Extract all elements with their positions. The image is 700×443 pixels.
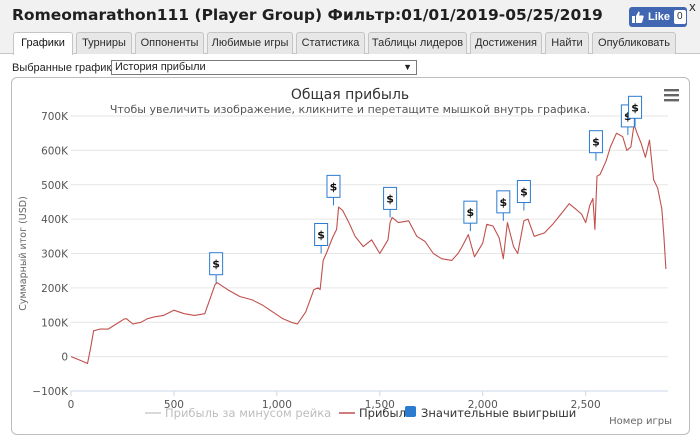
tab-achievements[interactable]: Достижения bbox=[470, 32, 542, 54]
chart-title: Общая прибыль bbox=[291, 87, 409, 103]
y-tick-label: 600K bbox=[41, 145, 69, 157]
big-win-symbol: $ bbox=[317, 229, 325, 242]
chart-subtitle: Чтобы увеличить изображение, кликните и … bbox=[110, 103, 590, 116]
x-tick-label: 2,500 bbox=[571, 399, 601, 411]
facebook-like-button[interactable]: Like 0 bbox=[629, 7, 687, 27]
tab-publish[interactable]: Опубликовать bbox=[592, 32, 676, 54]
big-win-symbol: $ bbox=[212, 258, 220, 271]
y-tick-label: 200K bbox=[41, 283, 69, 295]
big-win-marker[interactable]: $ bbox=[463, 200, 478, 232]
big-win-symbol: $ bbox=[631, 101, 639, 114]
big-win-marker[interactable]: $ bbox=[209, 252, 224, 283]
legend-profit-label[interactable]: Прибыль bbox=[359, 406, 413, 420]
tab-leaderboards[interactable]: Таблицы лидеров bbox=[368, 32, 467, 54]
tab-bar: Графики Турниры Оппоненты Любимые игры С… bbox=[0, 30, 700, 55]
tab-favorite-games[interactable]: Любимые игры bbox=[207, 32, 293, 54]
y-tick-label: 700K bbox=[41, 111, 69, 123]
like-label: Like bbox=[648, 11, 671, 23]
big-win-symbol: $ bbox=[499, 196, 507, 209]
tab-opponents[interactable]: Оппоненты bbox=[135, 32, 204, 54]
big-win-marker[interactable]: $ bbox=[314, 223, 329, 254]
x-tick-label: 1,500 bbox=[365, 399, 395, 411]
big-win-symbol: $ bbox=[467, 206, 475, 219]
title-bar: Romeomarathon111 (Player Group) Фильтр:0… bbox=[0, 0, 700, 30]
big-win-marker[interactable]: $ bbox=[496, 190, 511, 221]
close-icon[interactable]: x bbox=[688, 0, 696, 14]
chart-selector-dropdown[interactable]: История прибыли ▼ bbox=[111, 60, 417, 75]
big-win-symbol: $ bbox=[592, 136, 600, 149]
x-tick-label: 1,000 bbox=[262, 399, 292, 411]
window-title: Romeomarathon111 (Player Group) Фильтр:0… bbox=[12, 6, 603, 24]
chart-selector-value: История прибыли bbox=[115, 61, 206, 73]
big-win-marker[interactable]: $ bbox=[588, 130, 603, 161]
x-tick-label: 0 bbox=[68, 399, 75, 411]
x-tick-label: 2,000 bbox=[468, 399, 498, 411]
tab-find[interactable]: Найти bbox=[545, 32, 589, 54]
x-tick-label: 500 bbox=[164, 399, 184, 411]
y-tick-label: −100K bbox=[32, 386, 69, 398]
big-win-marker[interactable]: $ bbox=[326, 174, 341, 206]
legend-rake-label[interactable]: Прибыль за минусом рейка bbox=[165, 406, 331, 420]
tab-tournaments[interactable]: Турниры bbox=[76, 32, 132, 54]
legend-big-wins-label[interactable]: Значительные выигрыши bbox=[421, 406, 576, 420]
tab-charts[interactable]: Графики bbox=[13, 32, 73, 55]
big-win-symbol: $ bbox=[624, 110, 632, 123]
like-count: 0 bbox=[674, 10, 686, 24]
y-axis-title: Суммарный итог (USD) bbox=[18, 196, 29, 311]
big-win-marker[interactable]: $ bbox=[516, 180, 531, 211]
big-win-symbol: $ bbox=[520, 186, 528, 199]
y-tick-label: 400K bbox=[41, 214, 69, 226]
dropdown-arrow-icon: ▼ bbox=[403, 62, 412, 72]
legend-big-wins-swatch[interactable] bbox=[405, 406, 416, 417]
y-tick-label: 0 bbox=[61, 352, 68, 364]
hamburger-icon[interactable] bbox=[664, 89, 679, 102]
big-win-marker[interactable]: $ bbox=[628, 95, 643, 127]
y-tick-label: 100K bbox=[41, 317, 69, 329]
y-tick-label: 500K bbox=[41, 180, 69, 192]
big-win-symbol: $ bbox=[330, 180, 338, 193]
chart-selector-label: Выбранные графики: bbox=[12, 62, 121, 74]
y-tick-label: 300K bbox=[41, 249, 69, 261]
profit-series-line[interactable] bbox=[70, 124, 667, 365]
chart-container[interactable]: Общая прибыль Чтобы увеличить изображение… bbox=[11, 77, 690, 435]
big-win-symbol: $ bbox=[386, 192, 394, 205]
x-axis-title: Номер игры bbox=[609, 416, 672, 427]
thumbs-up-icon bbox=[632, 11, 644, 23]
big-win-marker[interactable]: $ bbox=[383, 186, 398, 218]
tab-statistics[interactable]: Статистика bbox=[296, 32, 365, 54]
